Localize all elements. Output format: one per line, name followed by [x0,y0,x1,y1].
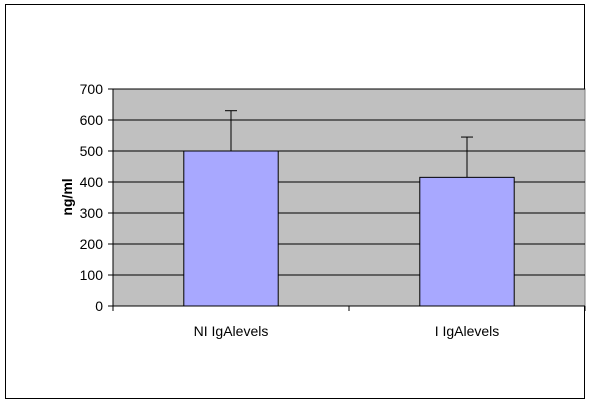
bar [419,176,515,307]
y-tick-label: 200 [80,236,104,252]
x-category-label: I IgAlevels [435,323,500,339]
y-tick-label: 500 [80,143,104,159]
axes [108,88,586,311]
y-tick-label: 700 [80,81,104,97]
y-tick-label: 600 [80,112,104,128]
y-tick-label: 300 [80,205,104,221]
bars [183,110,515,307]
y-tick-label: 0 [95,298,103,314]
y-axis-label: ng/ml [59,178,75,215]
y-tick-label: 100 [80,267,104,283]
y-tick-label: 400 [80,174,104,190]
x-category-label: NI IgAlevels [194,323,269,339]
labels: 0 100 200 300 400 500 600 700 NI IgAlevels I IgAl… [80,81,500,339]
bar [183,150,279,307]
